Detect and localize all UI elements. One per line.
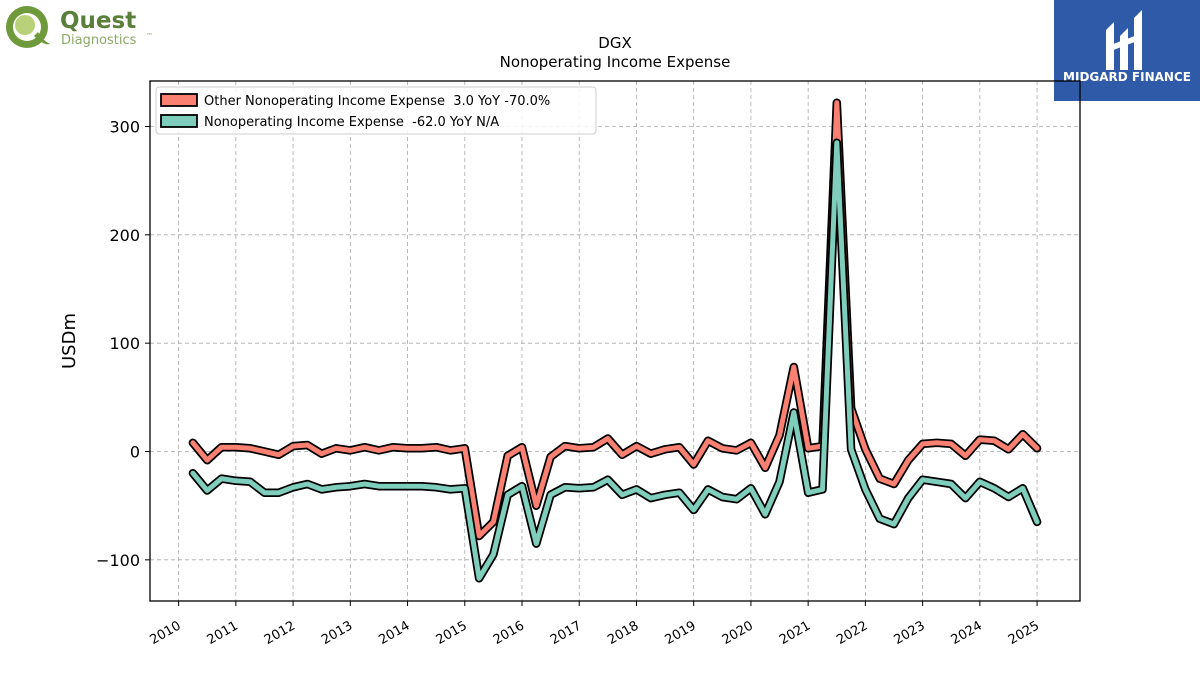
x-tick-label: 2017 [548,618,584,648]
legend-swatch-nonoperating [160,114,198,128]
legend-box [155,86,597,135]
grid-lines [150,81,1080,601]
x-tick-label: 2018 [605,618,641,648]
chart-subtitle: Nonoperating Income Expense [500,53,731,71]
x-tick-label: 2025 [1006,618,1042,648]
x-tick-label: 2024 [949,618,985,648]
x-axis-ticks: 2010 2011 2012 2013 2014 2015 2016 2017 2018 2019… [147,601,1042,648]
x-tick-label: 2016 [491,618,527,648]
midgard-logo-icon [1106,10,1142,70]
series-layer [188,98,1042,583]
x-tick-label: 2011 [205,618,241,648]
x-tick-label: 2012 [262,618,298,648]
x-tick-label: 2023 [891,618,927,648]
x-tick-label: 2019 [663,618,699,648]
midgard-finance-logo: MIDGARD FINANCE [1054,0,1200,101]
x-tick-label: 2015 [434,618,470,648]
series-line-other-nonoperating [190,100,1040,539]
x-tick-label: 2021 [777,618,813,648]
y-tick-label: 100 [109,334,140,353]
y-axis-ticks: −100 0 100 200 300 [96,118,150,570]
quest-diagnostics-logo: Quest Diagnostics ™ [4,4,164,52]
quest-logo-icon [6,6,50,48]
legend: Other Nonoperating Income Expense 3.0 Yo… [155,86,597,135]
quest-brand-name: Quest [60,8,136,34]
y-tick-label: 200 [109,226,140,245]
midgard-brand-name: MIDGARD FINANCE [1063,70,1191,84]
series-line-nonoperating [190,140,1040,581]
y-tick-label: 0 [130,443,140,462]
legend-swatch-other-nonoperating [160,93,198,107]
legend-label-nonoperating: Nonoperating Income Expense -62.0 YoY N/… [204,115,499,130]
y-axis-label: USDm [59,313,80,369]
chart-title: DGX [598,34,631,52]
x-tick-label: 2013 [319,618,355,648]
y-tick-label: −100 [96,551,140,570]
plot-frame [149,80,1081,602]
y-tick-label: 300 [109,118,140,137]
series-outline-other-nonoperating [188,98,1042,541]
x-tick-label: 2022 [834,618,870,648]
quest-brand-sub: Diagnostics [61,33,137,48]
quest-brand-tm: ™ [146,32,153,40]
series-outline-nonoperating [188,138,1042,583]
x-tick-label: 2020 [720,618,756,648]
x-tick-label: 2014 [376,618,412,648]
x-tick-label: 2010 [147,618,183,648]
legend-label-other-nonoperating: Other Nonoperating Income Expense 3.0 Yo… [204,94,550,109]
